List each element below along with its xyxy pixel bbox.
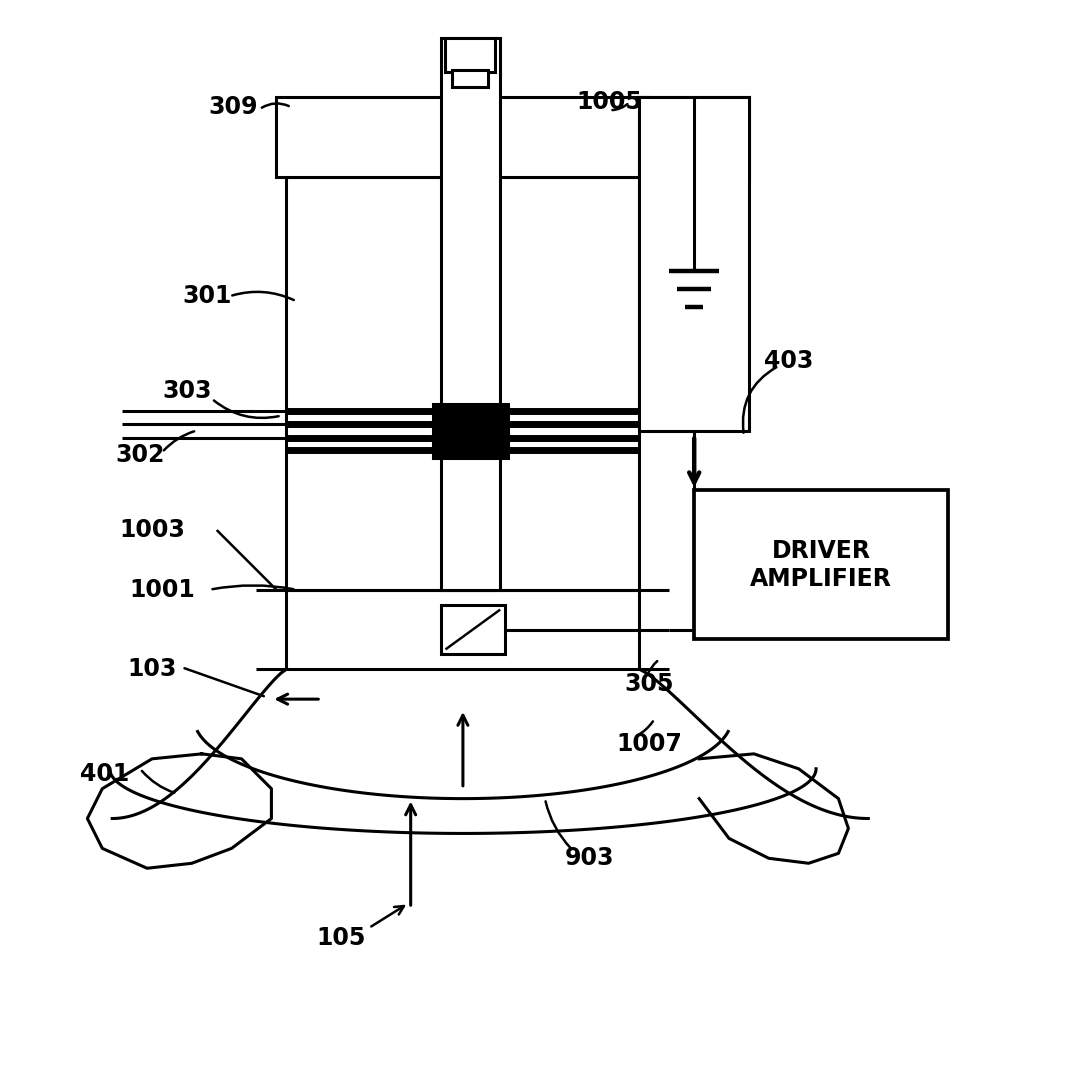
Text: 303: 303 — [162, 378, 212, 403]
FancyArrowPatch shape — [637, 722, 652, 735]
FancyArrowPatch shape — [163, 431, 194, 450]
Text: DRIVER
AMPLIFIER: DRIVER AMPLIFIER — [750, 539, 892, 591]
FancyArrowPatch shape — [212, 586, 293, 589]
Bar — [446, 37, 496, 73]
Text: 302: 302 — [116, 444, 164, 467]
FancyArrowPatch shape — [142, 771, 174, 793]
Text: 401: 401 — [80, 762, 129, 786]
Text: 309: 309 — [209, 95, 259, 120]
Bar — [639, 97, 749, 176]
Text: 1001: 1001 — [129, 577, 195, 602]
Text: 1003: 1003 — [119, 518, 185, 542]
Text: 301: 301 — [182, 284, 232, 308]
FancyArrowPatch shape — [185, 668, 264, 696]
Text: 1007: 1007 — [617, 732, 683, 756]
FancyArrowPatch shape — [647, 661, 657, 675]
Bar — [287, 176, 639, 590]
Text: 403: 403 — [764, 348, 814, 373]
FancyArrowPatch shape — [233, 292, 294, 300]
Bar — [276, 97, 649, 176]
Text: 105: 105 — [316, 926, 366, 950]
FancyArrowPatch shape — [612, 104, 628, 110]
Bar — [440, 605, 505, 654]
Bar — [695, 491, 948, 639]
FancyArrowPatch shape — [262, 104, 289, 108]
FancyArrowPatch shape — [743, 368, 776, 433]
Text: 305: 305 — [624, 672, 674, 696]
Bar — [452, 71, 488, 88]
Text: 103: 103 — [128, 657, 176, 681]
Text: 1005: 1005 — [577, 90, 643, 114]
Bar — [639, 97, 749, 431]
Text: 903: 903 — [565, 847, 615, 870]
FancyArrowPatch shape — [545, 802, 571, 849]
FancyArrowPatch shape — [214, 401, 279, 418]
FancyArrowPatch shape — [371, 907, 404, 927]
Bar — [440, 37, 500, 590]
Bar — [433, 404, 509, 459]
